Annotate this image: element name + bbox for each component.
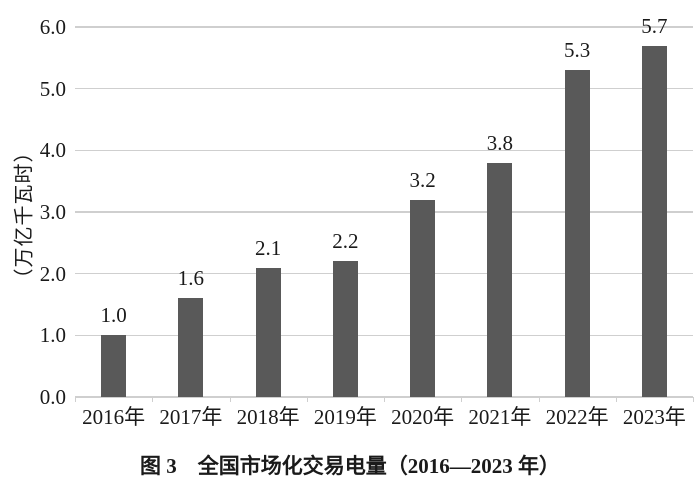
bar-2020 [410,199,436,397]
gridline-1.0 [75,334,693,337]
x-tick-label-2018: 2018年 [236,405,300,429]
x-tick-label-2022: 2022年 [545,405,609,429]
x-axis-boundary-tick [152,397,154,402]
x-axis-boundary-tick [615,397,617,402]
x-tick-label-2016: 2016年 [82,405,146,429]
gridline-2.0 [75,272,693,275]
bar-2018 [255,267,281,397]
x-tick-label-2023: 2023年 [622,405,686,429]
x-axis-boundary-tick [75,397,76,402]
x-axis-boundary-tick [229,397,231,402]
gridline-6.0 [75,26,693,28]
x-axis-boundary-tick [306,397,308,402]
bar-value-2022: 5.3 [564,38,591,63]
y-tick-label-2.0: 2.0 [39,261,66,286]
gridline-4.0 [75,149,693,152]
x-axis-boundary-tick [384,397,385,402]
x-axis-boundary-tick [461,397,463,402]
bar-value-2023: 5.7 [641,13,668,38]
y-tick-label-0.0: 0.0 [39,385,66,409]
y-tick-label-4.0: 4.0 [39,138,66,163]
bar-value-2020: 3.2 [409,167,436,192]
bar-value-2017: 1.6 [177,266,204,291]
y-axis-title: （万亿千瓦时） [13,141,36,289]
bar-2016 [101,335,127,397]
bar-2022 [564,70,590,397]
y-tick-label-3.0: 3.0 [39,200,66,224]
bar-value-2018: 2.1 [255,235,282,260]
bar-2017 [178,298,204,397]
bar-2021 [487,162,513,397]
x-tick-label-2017: 2017年 [159,405,223,429]
bar-2023 [641,45,667,397]
y-tick-label-1.0: 1.0 [39,323,66,348]
gridline-3.0 [75,211,693,213]
x-tick-label-2019: 2019年 [313,405,377,429]
bar-value-2021: 3.8 [486,130,513,155]
gridline-5.0 [75,87,693,90]
x-tick-label-2020: 2020年 [391,405,455,429]
figure-caption: 图 3 全国市场化交易电量（2016—2023 年） [140,454,560,478]
bar-value-2019: 2.2 [332,229,359,254]
x-axis-boundary-tick [693,397,694,402]
x-tick-label-2021: 2021年 [468,405,532,429]
y-tick-label-5.0: 5.0 [39,76,66,101]
y-tick-label-6.0: 6.0 [39,15,66,39]
bar-2019 [332,261,358,397]
x-axis-boundary-tick [538,397,540,402]
bar-value-2016: 1.0 [100,303,127,328]
